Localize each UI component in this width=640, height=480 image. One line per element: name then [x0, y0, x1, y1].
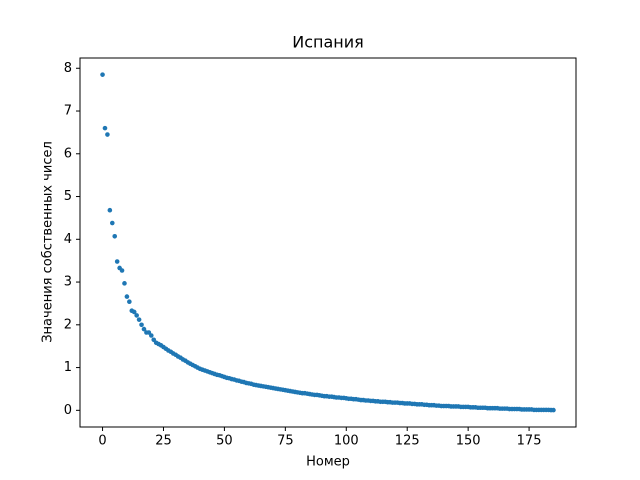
point	[119, 268, 125, 273]
point	[105, 132, 110, 137]
x-tick-label: 75	[277, 434, 294, 449]
y-axis-label: Значения собственных чисел	[41, 141, 56, 343]
point	[124, 294, 130, 299]
y-tick-label: 8	[64, 61, 72, 76]
point	[107, 207, 113, 213]
point	[148, 333, 154, 338]
chart-title: Испания	[292, 33, 364, 52]
point	[551, 407, 556, 413]
x-tick-label: 125	[395, 434, 420, 449]
point	[112, 234, 118, 239]
y-tick-label: 1	[64, 360, 72, 375]
point	[131, 309, 137, 315]
point	[134, 313, 139, 318]
x-axis-label: Номер	[306, 455, 350, 470]
x-tick-label: 150	[456, 434, 481, 449]
plot-frame	[79, 57, 577, 428]
y-tick-label: 6	[64, 146, 72, 161]
point	[102, 125, 108, 131]
y-tick-label: 5	[64, 189, 72, 204]
y-tick-label: 3	[64, 275, 72, 290]
y-tick-label: 0	[64, 403, 72, 418]
x-tick-label: 50	[216, 434, 233, 449]
x-tick-label: 0	[98, 434, 106, 449]
y-tick-label: 2	[64, 317, 72, 332]
point	[127, 299, 132, 305]
x-tick-label: 175	[517, 434, 542, 449]
point	[122, 281, 127, 286]
point	[114, 259, 120, 264]
point	[109, 220, 115, 226]
y-tick-label: 7	[64, 104, 72, 119]
point	[100, 72, 105, 77]
point	[141, 326, 147, 332]
point	[136, 317, 142, 322]
x-tick-label: 25	[155, 434, 172, 449]
x-tick-label: 100	[334, 434, 359, 449]
point	[139, 322, 144, 328]
y-tick-label: 4	[64, 232, 72, 247]
